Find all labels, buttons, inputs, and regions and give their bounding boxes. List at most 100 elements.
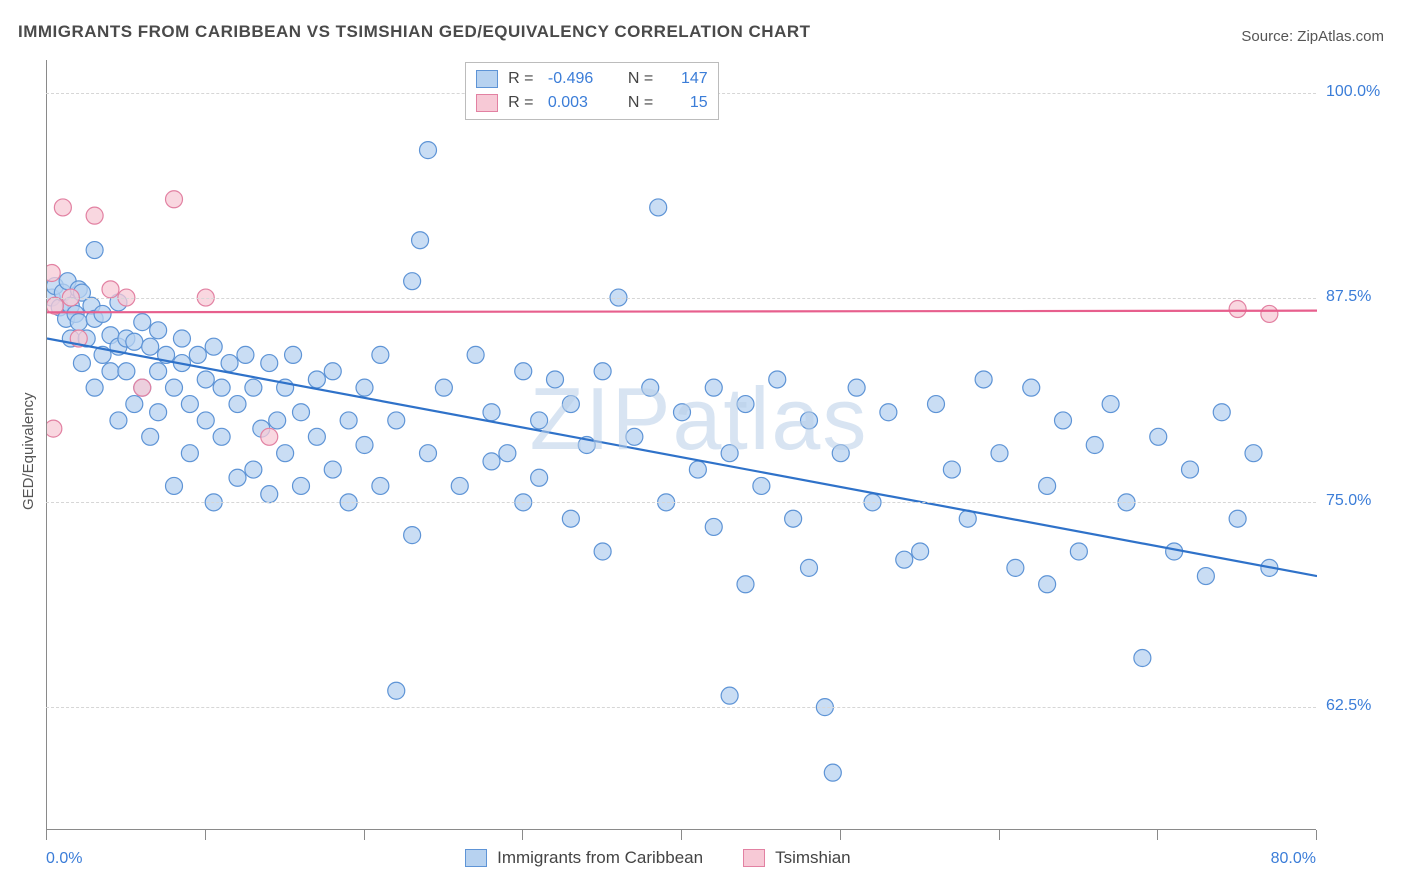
data-point (1055, 412, 1072, 429)
data-point (705, 379, 722, 396)
data-point (86, 379, 103, 396)
data-point (1245, 445, 1262, 462)
x-tick (840, 830, 841, 840)
x-tick (1316, 830, 1317, 840)
data-point (562, 396, 579, 413)
data-point (181, 396, 198, 413)
data-point (435, 379, 452, 396)
data-point (356, 379, 373, 396)
legend-item: Tsimshian (743, 848, 851, 868)
data-point (880, 404, 897, 421)
data-point (340, 412, 357, 429)
data-point (737, 576, 754, 593)
data-point (721, 445, 738, 462)
source-label: Source: (1241, 28, 1297, 45)
legend-label: Tsimshian (775, 848, 851, 868)
data-point (1102, 396, 1119, 413)
data-point (420, 142, 437, 159)
data-point (126, 396, 143, 413)
data-point (801, 559, 818, 576)
data-point (626, 428, 643, 445)
legend-stats-row: R = -0.496N = 147 (476, 67, 708, 91)
data-point (47, 420, 62, 437)
data-point (150, 363, 167, 380)
data-point (1039, 477, 1056, 494)
legend-r-value: -0.496 (548, 70, 618, 88)
data-point (102, 281, 119, 298)
x-tick (205, 830, 206, 840)
legend-swatch (743, 849, 765, 867)
data-point (531, 412, 548, 429)
data-point (721, 687, 738, 704)
data-point (173, 330, 190, 347)
data-point (197, 371, 214, 388)
data-point (47, 264, 60, 281)
data-point (1229, 510, 1246, 527)
legend-n-label: N = (628, 70, 658, 88)
data-point (1007, 559, 1024, 576)
data-point (70, 314, 87, 331)
data-point (308, 371, 325, 388)
data-point (166, 191, 183, 208)
data-point (229, 396, 246, 413)
data-point (86, 242, 103, 259)
x-tick (1157, 830, 1158, 840)
chart-container: IMMIGRANTS FROM CARIBBEAN VS TSIMSHIAN G… (0, 0, 1406, 892)
data-point (531, 469, 548, 486)
legend-swatch (476, 94, 498, 112)
data-point (412, 232, 429, 249)
data-point (126, 333, 143, 350)
data-point (324, 461, 341, 478)
data-point (1182, 461, 1199, 478)
legend-r-label: R = (508, 70, 538, 88)
data-point (261, 355, 278, 372)
legend-bottom: Immigrants from Caribbean Tsimshian (465, 848, 851, 868)
data-point (562, 510, 579, 527)
y-tick-label: 87.5% (1326, 288, 1371, 306)
data-point (1039, 576, 1056, 593)
y-axis-label: GED/Equivalency (20, 392, 37, 510)
y-tick-label: 100.0% (1326, 83, 1380, 101)
data-point (753, 477, 770, 494)
regression-line (47, 311, 1317, 313)
data-point (181, 445, 198, 462)
data-point (150, 404, 167, 421)
data-point (801, 412, 818, 429)
gridline (46, 502, 1316, 503)
data-point (205, 338, 222, 355)
data-point (483, 404, 500, 421)
data-point (769, 371, 786, 388)
data-point (483, 453, 500, 470)
data-point (896, 551, 913, 568)
data-point (277, 445, 294, 462)
data-point (991, 445, 1008, 462)
data-point (293, 404, 310, 421)
data-point (420, 445, 437, 462)
data-point (594, 543, 611, 560)
data-point (1070, 543, 1087, 560)
data-point (388, 682, 405, 699)
x-tick (364, 830, 365, 840)
data-point (94, 305, 111, 322)
plot-svg (47, 60, 1317, 830)
data-point (594, 363, 611, 380)
data-point (1213, 404, 1230, 421)
data-point (824, 764, 841, 781)
data-point (237, 346, 254, 363)
x-tick-label: 80.0% (1256, 850, 1316, 868)
data-point (150, 322, 167, 339)
data-point (451, 477, 468, 494)
x-tick (522, 830, 523, 840)
legend-r-label: R = (508, 94, 538, 112)
data-point (372, 477, 389, 494)
data-point (372, 346, 389, 363)
data-point (118, 363, 135, 380)
legend-item: Immigrants from Caribbean (465, 848, 703, 868)
data-point (356, 437, 373, 454)
data-point (189, 346, 206, 363)
legend-n-value: 15 (668, 94, 708, 112)
data-point (229, 469, 246, 486)
data-point (269, 412, 286, 429)
data-point (515, 363, 532, 380)
data-point (134, 314, 151, 331)
